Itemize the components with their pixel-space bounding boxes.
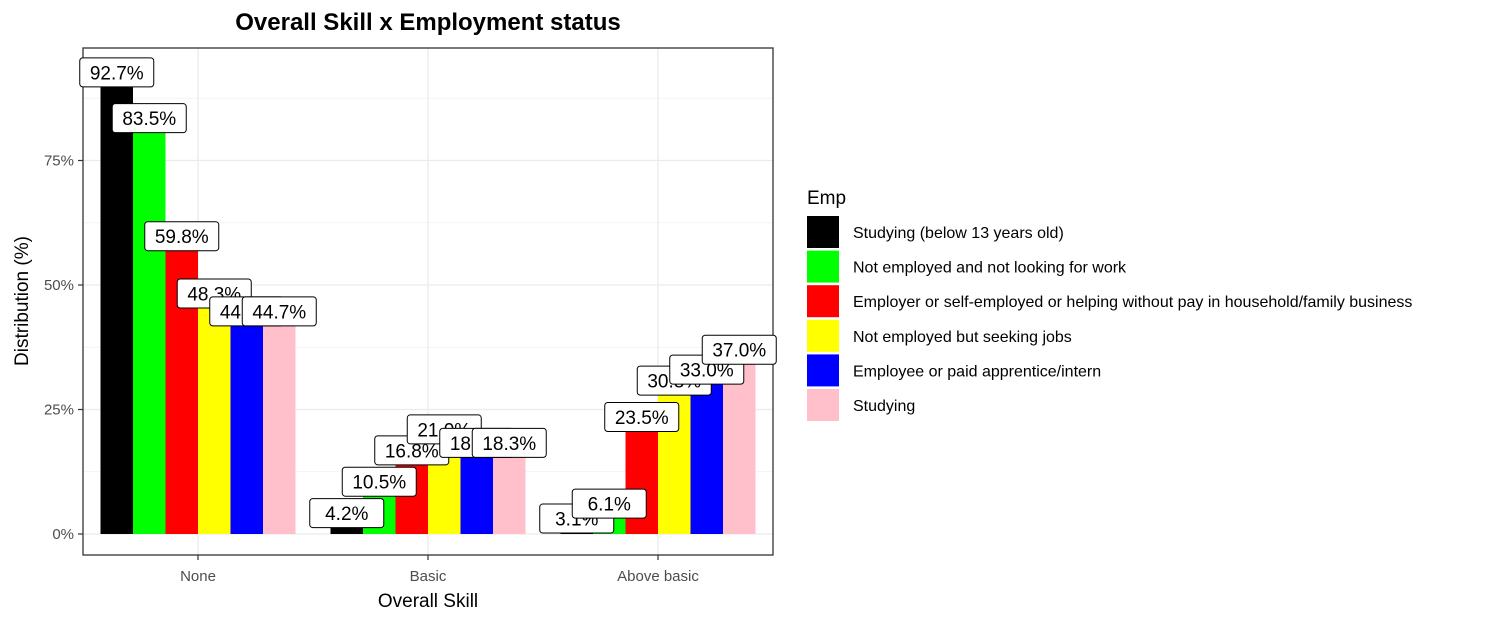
legend-label: Not employed but seeking jobs	[853, 329, 1072, 346]
legend-label: Studying (below 13 years old)	[853, 225, 1064, 242]
x-axis-title: Overall Skill	[378, 591, 478, 612]
data-label-box	[701, 334, 777, 365]
data-label-box	[571, 488, 647, 519]
data-label-text: 92.7%	[90, 63, 144, 84]
y-tick-label: 75%	[44, 153, 74, 170]
data-label-text: 83.5%	[122, 109, 176, 130]
bar	[690, 369, 723, 534]
legend-item: Not employed and not looking for work	[807, 250, 1127, 283]
data-label-text: 10.5%	[352, 473, 406, 494]
legend-item: Not employed but seeking jobs	[807, 319, 1072, 352]
legend-key	[807, 319, 839, 352]
legend-key	[807, 285, 839, 318]
data-label-box	[144, 221, 220, 252]
legend: Emp Studying (below 13 years old) Not emp…	[807, 188, 1412, 421]
legend-item: Employee or paid apprentice/intern	[807, 354, 1101, 387]
data-label: 6.1%	[571, 488, 647, 519]
data-label-box	[79, 57, 155, 88]
chart-title: Overall Skill x Employment status	[235, 9, 620, 36]
data-label-text: 33.0%	[680, 361, 734, 382]
legend-key	[807, 216, 839, 248]
data-label-text: 4.2%	[325, 504, 368, 525]
data-label: 92.7%	[79, 57, 155, 88]
legend-label: Employee or paid apprentice/intern	[853, 363, 1101, 380]
data-label-text: 37.0%	[712, 341, 766, 362]
data-label-text: 23.5%	[615, 408, 669, 429]
bars-layer	[100, 72, 756, 535]
data-label: 23.5%	[604, 401, 680, 432]
y-tick-label: 50%	[44, 277, 74, 294]
legend-label: Studying	[853, 398, 915, 415]
legend-label: Not employed and not looking for work	[853, 260, 1127, 277]
data-label-box	[309, 498, 385, 529]
bar	[198, 293, 231, 534]
data-label: 18.3%	[471, 427, 547, 458]
y-axis-title: Distribution (%)	[12, 236, 33, 366]
legend-item: Studying (below 13 years old)	[807, 216, 1064, 248]
legend-key	[807, 389, 839, 421]
x-tick-label: Basic	[410, 568, 447, 585]
legend-key	[807, 354, 839, 387]
x-tick-label: None	[180, 568, 216, 585]
data-label-box	[341, 466, 417, 497]
data-label-text: 18.3%	[482, 434, 536, 455]
data-label-text: 44.7%	[252, 302, 306, 323]
bar	[460, 442, 493, 534]
x-tick-label: Above basic	[617, 568, 699, 585]
data-label: 83.5%	[111, 103, 187, 134]
data-label-text: 59.8%	[155, 227, 209, 248]
data-label-box	[471, 427, 547, 458]
data-label: 4.2%	[309, 498, 385, 529]
bar	[493, 442, 526, 534]
data-label-box	[111, 103, 187, 134]
data-label-text: 6.1%	[588, 495, 631, 516]
legend-key	[807, 250, 839, 283]
y-tick-label: 25%	[44, 402, 74, 419]
data-label-box	[241, 296, 317, 327]
data-label: 44.7%	[241, 296, 317, 327]
bar	[230, 311, 263, 534]
data-label: 59.8%	[144, 221, 220, 252]
data-label: 10.5%	[341, 466, 417, 497]
y-tick-label: 0%	[52, 526, 74, 543]
legend-title: Emp	[807, 188, 846, 209]
bar	[263, 311, 296, 534]
data-labels-layer: 92.7%4.2% 3.1%83.5%10.5%6.1%59.8%16.8%23.…	[79, 57, 777, 534]
legend-item: Studying	[807, 389, 915, 421]
data-label-text: 16.8%	[385, 441, 439, 462]
bar	[100, 72, 133, 534]
data-label-box	[604, 401, 680, 432]
data-label: 37.0%	[701, 334, 777, 365]
legend-item: Employer or self-employed or helping wit…	[807, 285, 1412, 318]
axes-layer: 0% 25% 50% 75% None Basic Above basic	[44, 153, 699, 586]
bar	[133, 118, 166, 535]
legend-label: Employer or self-employed or helping wit…	[853, 294, 1412, 311]
